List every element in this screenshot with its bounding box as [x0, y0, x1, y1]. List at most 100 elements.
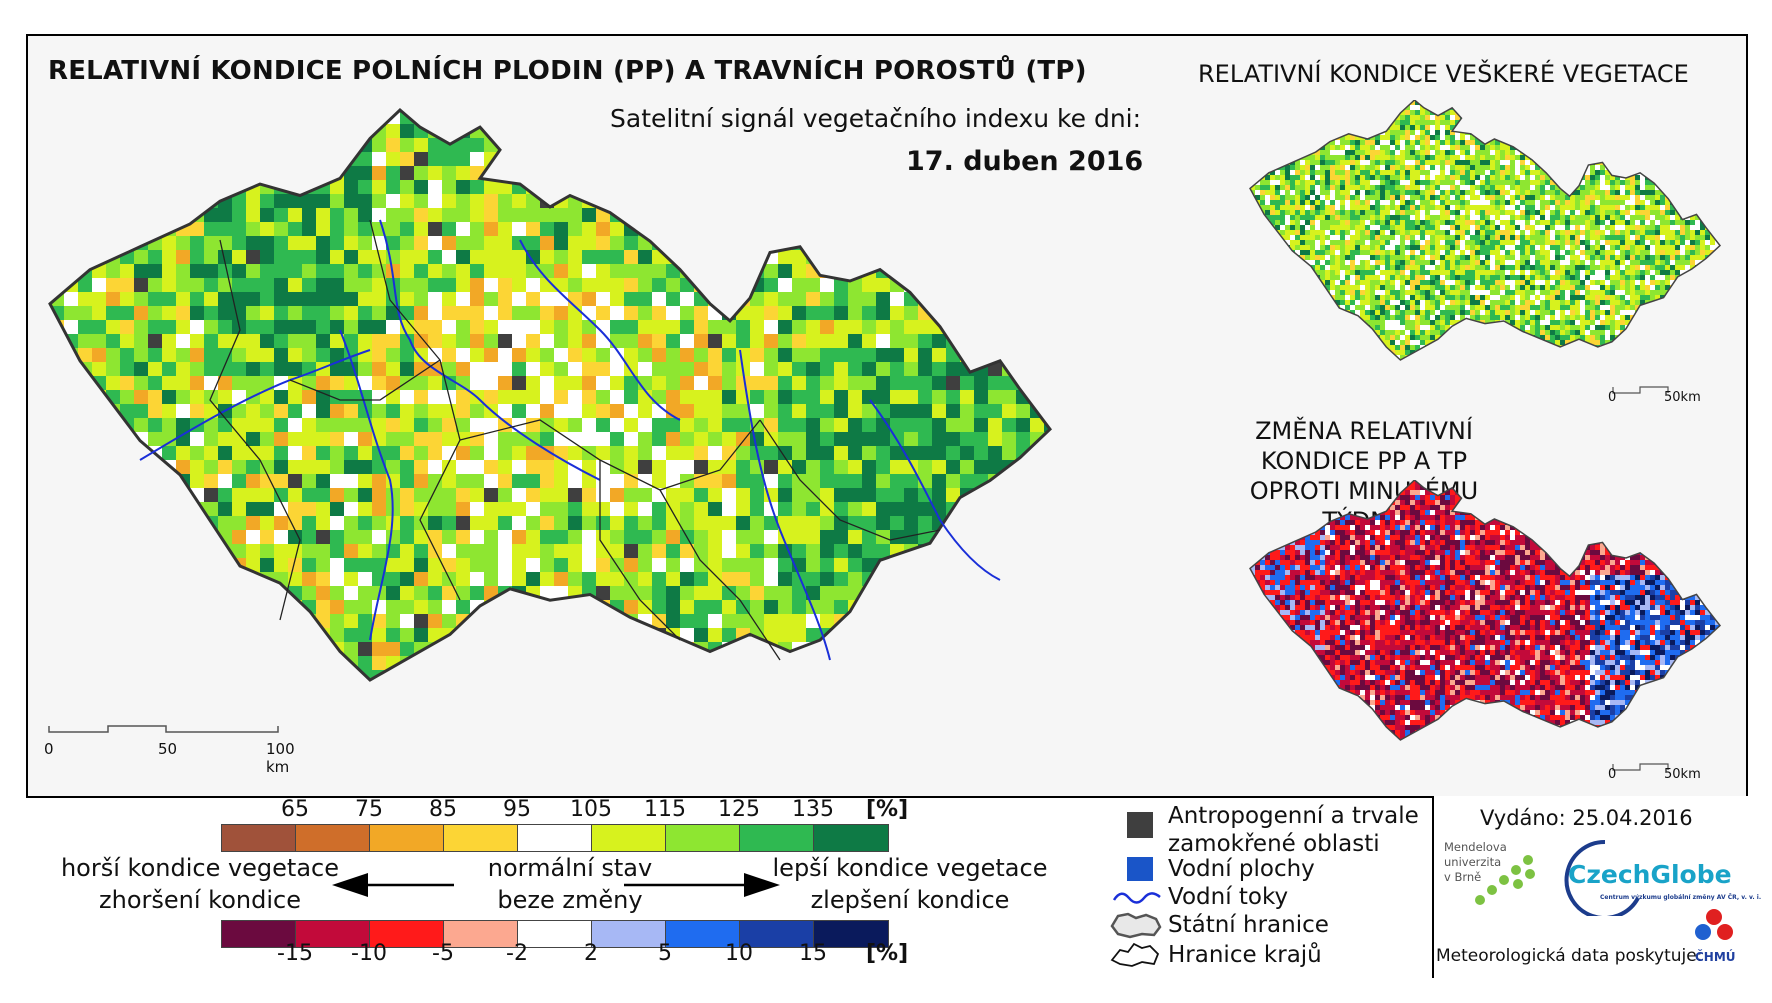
veg-cell — [1555, 185, 1561, 191]
main-cell — [344, 558, 359, 573]
main-cell — [652, 264, 667, 279]
veg-cell — [1570, 155, 1576, 161]
main-cell — [498, 572, 513, 587]
main-cell — [806, 390, 821, 405]
main-cell — [106, 558, 121, 573]
main-cell — [414, 502, 429, 517]
veg-cell — [1675, 100, 1681, 106]
main-cell — [764, 278, 779, 293]
main-cell — [540, 320, 555, 335]
main-cell — [708, 432, 723, 447]
veg-cell — [1635, 160, 1641, 166]
main-cell — [904, 446, 919, 461]
veg-cell — [1475, 145, 1481, 151]
veg-cell — [1350, 100, 1356, 106]
veg-cell — [1620, 115, 1626, 121]
main-cell — [708, 628, 723, 643]
main-cell — [610, 530, 625, 545]
main-cell — [792, 110, 807, 125]
veg-cell — [1395, 145, 1401, 151]
main-cell — [526, 474, 541, 489]
main-cell — [512, 656, 527, 671]
veg-cell — [1295, 160, 1301, 166]
main-cell — [582, 376, 597, 391]
veg-cell — [1640, 105, 1646, 111]
veg-cell — [1630, 200, 1636, 206]
main-cell — [106, 236, 121, 251]
veg-cell — [1470, 100, 1476, 106]
main-cell — [344, 418, 359, 433]
main-cell — [820, 432, 835, 447]
main-cell — [246, 250, 261, 265]
main-cell — [456, 600, 471, 615]
main-cell — [148, 138, 163, 153]
veg-cell — [1480, 160, 1486, 166]
veg-cell — [1350, 195, 1356, 201]
main-cell — [78, 628, 93, 643]
veg-cell — [1680, 165, 1686, 171]
main-cell — [1002, 278, 1017, 293]
veg-cell — [1675, 200, 1681, 206]
veg-cell — [1585, 185, 1591, 191]
veg-cell — [1335, 205, 1341, 211]
veg-cell — [1615, 160, 1621, 166]
veg-cell — [1450, 190, 1456, 196]
main-cell — [498, 390, 513, 405]
veg-cell — [1310, 110, 1316, 116]
veg-cell — [1580, 190, 1586, 196]
veg-cell — [1505, 150, 1511, 156]
main-cell — [358, 558, 373, 573]
main-cell — [960, 460, 975, 475]
main-cell — [750, 320, 765, 335]
veg-cell — [1335, 115, 1341, 121]
veg-cell — [1640, 115, 1646, 121]
veg-cell — [1270, 150, 1276, 156]
veg-cell — [1360, 130, 1366, 136]
main-cell — [50, 558, 65, 573]
veg-cell — [1335, 170, 1341, 176]
veg-cell — [1540, 175, 1546, 181]
veg-cell — [1290, 120, 1296, 126]
veg-cell — [1490, 175, 1496, 181]
veg-cell — [1615, 170, 1621, 176]
veg-cell — [1685, 115, 1691, 121]
main-cell — [512, 446, 527, 461]
main-cell — [176, 250, 191, 265]
main-cell — [274, 460, 289, 475]
main-cell — [64, 488, 79, 503]
main-cell — [540, 670, 555, 680]
main-cell — [484, 278, 499, 293]
main-cell — [64, 306, 79, 321]
main-cell — [190, 404, 205, 419]
main-cell — [708, 488, 723, 503]
veg-cell — [1470, 110, 1476, 116]
main-cell — [1030, 544, 1045, 559]
main-cell — [834, 390, 849, 405]
veg-cell — [1325, 105, 1331, 111]
main-cell — [554, 278, 569, 293]
veg-cell — [1285, 180, 1291, 186]
veg-cell — [1455, 175, 1461, 181]
veg-cell — [1580, 195, 1586, 201]
main-cell — [890, 586, 905, 601]
veg-cell — [1285, 140, 1291, 146]
main-cell — [190, 586, 205, 601]
main-cell — [848, 138, 863, 153]
main-cell — [834, 166, 849, 181]
main-cell — [554, 502, 569, 517]
veg-cell — [1535, 110, 1541, 116]
veg-cell — [1535, 100, 1541, 106]
main-cell — [890, 208, 905, 223]
veg-cell — [1325, 125, 1331, 131]
main-cell — [988, 236, 1003, 251]
main-cell — [792, 208, 807, 223]
veg-cell — [1590, 125, 1596, 131]
main-cell — [876, 642, 891, 657]
main-cell — [834, 572, 849, 587]
main-cell — [64, 166, 79, 181]
main-cell — [918, 334, 933, 349]
veg-cell — [1355, 165, 1361, 171]
main-cell — [204, 460, 219, 475]
main-cell — [162, 348, 177, 363]
veg-cell — [1365, 145, 1371, 151]
